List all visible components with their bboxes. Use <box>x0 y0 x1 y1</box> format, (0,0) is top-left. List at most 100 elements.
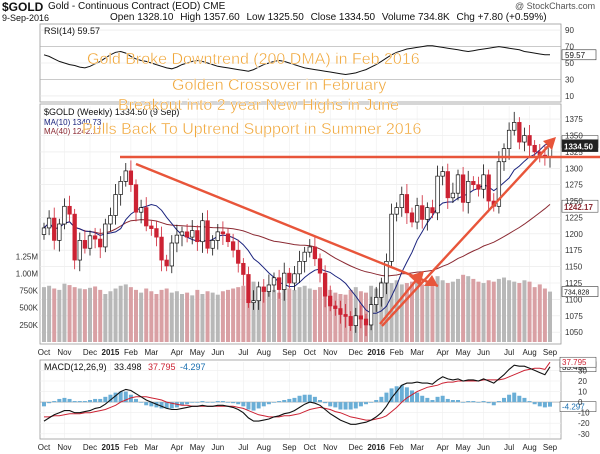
volume-bar <box>215 294 220 342</box>
candle-body <box>328 295 333 307</box>
candle-body <box>123 170 128 182</box>
volume-bar <box>236 287 241 342</box>
candle-body <box>138 207 144 213</box>
candle-body <box>276 277 282 290</box>
volume-bar <box>374 288 379 342</box>
price-x-label: Oct <box>304 348 317 357</box>
candle-body <box>501 148 507 163</box>
macd-x-label: Sep <box>282 443 297 452</box>
price-x-label: May <box>456 348 471 357</box>
price-tick-label: 1075 <box>565 312 583 321</box>
candle-body <box>174 234 180 244</box>
volume-bar <box>149 291 154 342</box>
candle-body <box>149 225 154 229</box>
macd-histogram-bar <box>57 398 62 403</box>
volume-bar <box>47 285 52 342</box>
annotation-pullback: Pulls Back To Uptrend Support in Summer … <box>82 121 422 138</box>
candle-body <box>41 227 47 235</box>
volume-bar <box>118 285 123 342</box>
candle-body <box>379 282 384 298</box>
volume-bar <box>532 287 537 342</box>
macd-tick-label: 10 <box>578 388 587 397</box>
macd-tick-label: -10 <box>578 409 590 418</box>
candle-body <box>363 318 369 326</box>
candle-body <box>358 315 364 320</box>
macd-histogram-bar <box>394 386 399 403</box>
macd-histogram-bar <box>93 398 98 403</box>
volume-bar <box>430 278 435 342</box>
chg-value: +7.80 (+0.59%) <box>477 12 547 23</box>
volume-bar <box>195 289 200 342</box>
volume-bar <box>312 289 317 342</box>
symbol-title: $GOLD <box>2 0 44 14</box>
macd-histogram-bar <box>113 392 118 403</box>
volume-bar <box>174 291 179 342</box>
candle-body <box>455 174 461 194</box>
price-tick-label: 1375 <box>565 115 583 124</box>
candle-body <box>225 233 231 243</box>
candle-body <box>154 228 159 238</box>
candle-body <box>236 249 241 264</box>
volume-tick-label: 1.00M <box>16 269 39 278</box>
macd-histogram-bar <box>180 402 184 406</box>
candle-body <box>348 316 353 326</box>
volume-bar <box>128 287 133 342</box>
axis-labels: 10 30 50 70 90 1050 1075 1100 1125 1150 1175 1200 12… <box>16 26 590 452</box>
macd-x-label: Nov <box>323 443 337 452</box>
candle-body <box>118 181 123 195</box>
price-x-label: Dec <box>349 348 363 357</box>
macd-histogram-bar <box>466 401 471 403</box>
macd-histogram-bar <box>353 402 358 409</box>
volume-bar <box>180 294 184 342</box>
price-x-label: Nov <box>323 348 337 357</box>
macd-histogram-bar <box>88 400 92 403</box>
candle-body <box>466 181 471 203</box>
candle-body <box>87 235 93 249</box>
macd-tick-label: -20 <box>578 419 590 428</box>
candle-body <box>414 205 420 223</box>
macd-histogram-bar <box>502 397 506 403</box>
volume-bar <box>323 288 328 342</box>
candle-body <box>190 230 195 238</box>
volume-bar <box>333 292 338 342</box>
macd-x-label: 2015 <box>102 443 120 452</box>
candle-body <box>179 231 185 236</box>
macd-x-label: Jul <box>238 443 248 452</box>
macd-histogram-bar <box>369 402 374 403</box>
volume-bar <box>159 289 164 342</box>
candle-body <box>440 171 445 177</box>
macd-histogram-bar <box>261 402 266 407</box>
macd-histogram-bar <box>72 401 77 403</box>
macd-histogram-bar <box>302 394 307 403</box>
volume-bar <box>220 291 225 342</box>
volume-bar <box>113 288 118 342</box>
macd-histogram-bar <box>410 390 414 403</box>
macd-histogram-bar <box>287 398 292 403</box>
volume-bar <box>93 286 98 342</box>
macd-x-label: Dec <box>83 443 97 452</box>
macd-histogram-bar <box>435 396 440 403</box>
volume-bar <box>103 294 108 342</box>
volume-bar <box>297 287 302 342</box>
volume-bar <box>318 287 322 342</box>
candle-body <box>169 242 174 267</box>
volume-bar <box>77 288 82 342</box>
macd-histogram-bar <box>517 395 522 403</box>
price-legend: $GOLD (Weekly) 1334.50 (9 Sep) <box>44 107 179 117</box>
chg-label: Chg <box>456 12 475 23</box>
macd-histogram-bar <box>164 402 169 409</box>
volume-bar <box>542 288 547 342</box>
price-x-label: Nov <box>57 348 71 357</box>
price-x-label: Apr <box>171 348 184 357</box>
volume-bar <box>471 278 476 342</box>
macd-histogram-bar <box>389 388 394 403</box>
volume-bar <box>190 295 195 342</box>
volume-bar <box>491 281 496 342</box>
candle-body <box>128 170 134 186</box>
rsi-tick-label: 30 <box>565 75 574 84</box>
macd-histogram-bar <box>374 400 379 403</box>
candle-body <box>496 161 502 207</box>
close-label: Close <box>310 12 337 23</box>
volume-last-label: 734,828 <box>564 290 589 297</box>
